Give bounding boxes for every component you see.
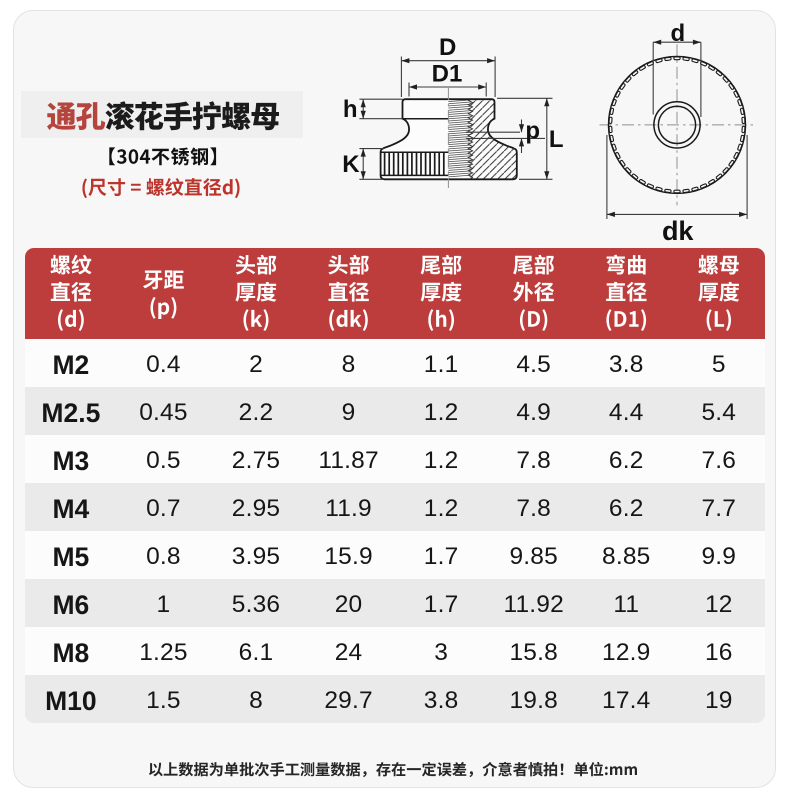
svg-text:h: h — [343, 96, 358, 123]
svg-text:L: L — [549, 126, 564, 153]
svg-text:D: D — [439, 34, 456, 61]
svg-text:p: p — [525, 117, 540, 144]
svg-text:d: d — [670, 20, 685, 47]
svg-text:D1: D1 — [432, 61, 463, 88]
svg-text:K: K — [342, 151, 360, 178]
svg-text:dk: dk — [662, 216, 694, 246]
